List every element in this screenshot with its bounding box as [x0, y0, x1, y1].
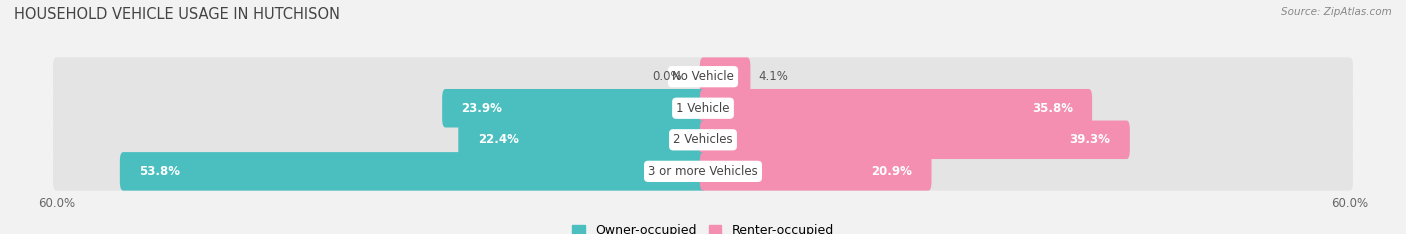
FancyBboxPatch shape — [458, 121, 706, 159]
Text: 0.0%: 0.0% — [652, 70, 682, 83]
FancyBboxPatch shape — [53, 121, 1353, 159]
FancyBboxPatch shape — [700, 57, 751, 96]
FancyBboxPatch shape — [700, 89, 1092, 128]
Text: 53.8%: 53.8% — [139, 165, 180, 178]
Legend: Owner-occupied, Renter-occupied: Owner-occupied, Renter-occupied — [572, 224, 834, 234]
FancyBboxPatch shape — [700, 121, 1130, 159]
Text: 23.9%: 23.9% — [461, 102, 502, 115]
FancyBboxPatch shape — [120, 152, 706, 191]
Text: 1 Vehicle: 1 Vehicle — [676, 102, 730, 115]
FancyBboxPatch shape — [53, 89, 1353, 128]
FancyBboxPatch shape — [441, 89, 706, 128]
FancyBboxPatch shape — [53, 152, 1353, 191]
Text: No Vehicle: No Vehicle — [672, 70, 734, 83]
Text: 2 Vehicles: 2 Vehicles — [673, 133, 733, 146]
Text: 22.4%: 22.4% — [478, 133, 519, 146]
FancyBboxPatch shape — [53, 57, 1353, 96]
Text: HOUSEHOLD VEHICLE USAGE IN HUTCHISON: HOUSEHOLD VEHICLE USAGE IN HUTCHISON — [14, 7, 340, 22]
Text: 39.3%: 39.3% — [1070, 133, 1111, 146]
FancyBboxPatch shape — [700, 152, 932, 191]
Text: Source: ZipAtlas.com: Source: ZipAtlas.com — [1281, 7, 1392, 17]
Text: 3 or more Vehicles: 3 or more Vehicles — [648, 165, 758, 178]
Text: 4.1%: 4.1% — [758, 70, 787, 83]
Text: 20.9%: 20.9% — [872, 165, 912, 178]
Text: 35.8%: 35.8% — [1032, 102, 1073, 115]
